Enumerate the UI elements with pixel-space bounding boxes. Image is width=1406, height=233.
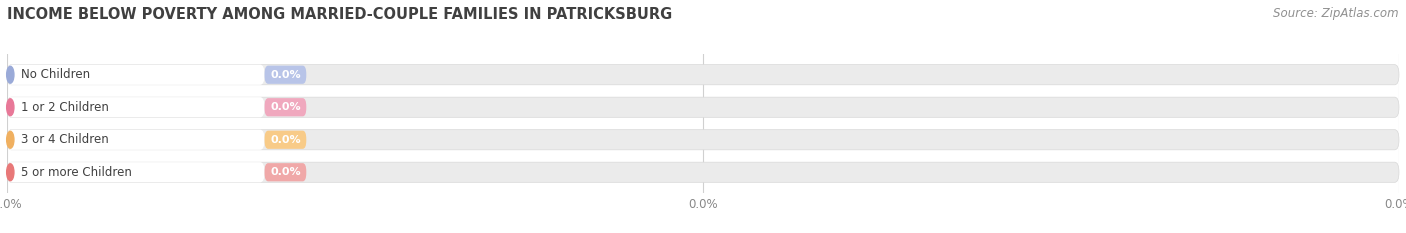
FancyBboxPatch shape	[264, 131, 307, 149]
FancyBboxPatch shape	[264, 66, 307, 84]
FancyBboxPatch shape	[7, 65, 264, 85]
Text: 1 or 2 Children: 1 or 2 Children	[21, 101, 108, 114]
FancyBboxPatch shape	[7, 65, 1399, 85]
Text: INCOME BELOW POVERTY AMONG MARRIED-COUPLE FAMILIES IN PATRICKSBURG: INCOME BELOW POVERTY AMONG MARRIED-COUPL…	[7, 7, 672, 22]
FancyBboxPatch shape	[264, 163, 307, 181]
FancyBboxPatch shape	[7, 162, 1399, 182]
Circle shape	[7, 131, 14, 148]
Text: 0.0%: 0.0%	[270, 167, 301, 177]
FancyBboxPatch shape	[264, 98, 307, 116]
FancyBboxPatch shape	[7, 130, 1399, 150]
Circle shape	[7, 164, 14, 181]
FancyBboxPatch shape	[7, 130, 264, 150]
Text: 5 or more Children: 5 or more Children	[21, 166, 131, 179]
FancyBboxPatch shape	[7, 97, 1399, 117]
Text: 0.0%: 0.0%	[270, 135, 301, 145]
Circle shape	[7, 66, 14, 83]
FancyBboxPatch shape	[7, 162, 264, 182]
Circle shape	[7, 99, 14, 116]
Text: 3 or 4 Children: 3 or 4 Children	[21, 133, 108, 146]
FancyBboxPatch shape	[7, 97, 264, 117]
Text: 0.0%: 0.0%	[270, 102, 301, 112]
Text: No Children: No Children	[21, 68, 90, 81]
Text: 0.0%: 0.0%	[270, 70, 301, 80]
Text: Source: ZipAtlas.com: Source: ZipAtlas.com	[1274, 7, 1399, 20]
